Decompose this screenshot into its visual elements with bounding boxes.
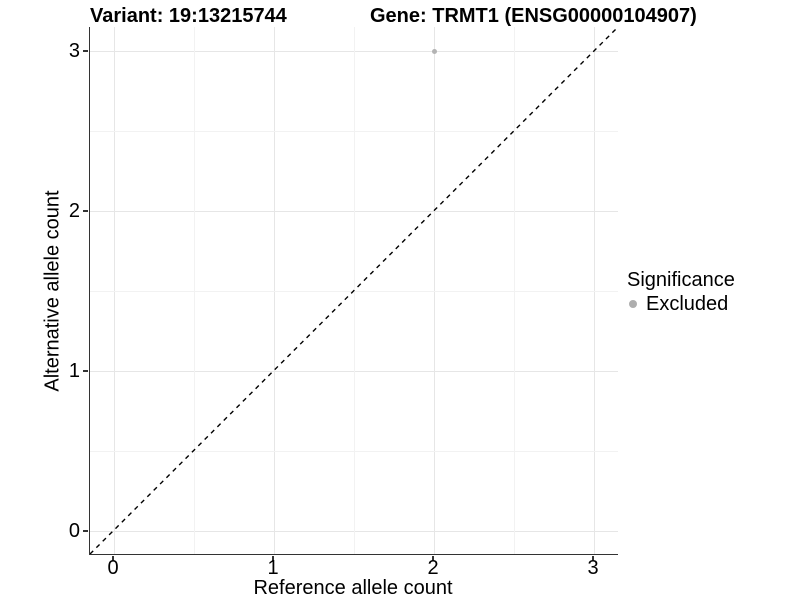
plot-title-variant: Variant: 19:13215744: [90, 5, 287, 27]
y-tick-label: 0: [68, 520, 80, 542]
y-tick-mark: [82, 210, 88, 212]
x-tick-label: 3: [587, 557, 599, 579]
x-tick-mark: [112, 555, 114, 561]
y-tick-mark: [82, 50, 88, 52]
legend-title: Significance: [627, 269, 735, 291]
y-tick-label: 2: [68, 200, 80, 222]
y-tick-mark: [82, 370, 88, 372]
legend: Significance Excluded: [627, 268, 735, 315]
legend-item-excluded: Excluded: [627, 293, 735, 315]
y-tick-label: 1: [68, 360, 80, 382]
plot-title-gene: Gene: TRMT1 (ENSG00000104907): [370, 5, 697, 27]
minor-gridline-vertical: [193, 27, 195, 554]
x-tick-label: 2: [427, 557, 439, 579]
y-axis-title: Alternative allele count: [41, 189, 63, 392]
y-tick-label: 3: [68, 40, 80, 62]
x-axis-title: Reference allele count: [253, 577, 453, 599]
identity-dashed-line: [90, 27, 618, 554]
legend-point-swatch-icon: [629, 300, 637, 308]
x-tick-label: 1: [267, 557, 279, 579]
plot-panel: [89, 27, 618, 555]
legend-item-label: Excluded: [646, 293, 729, 315]
data-point: [431, 48, 437, 54]
x-tick-mark: [592, 555, 594, 561]
x-tick-mark: [272, 555, 274, 561]
x-tick-label: 0: [107, 557, 119, 579]
y-tick-mark: [82, 530, 88, 532]
minor-gridline-vertical: [513, 27, 515, 554]
x-tick-mark: [432, 555, 434, 561]
